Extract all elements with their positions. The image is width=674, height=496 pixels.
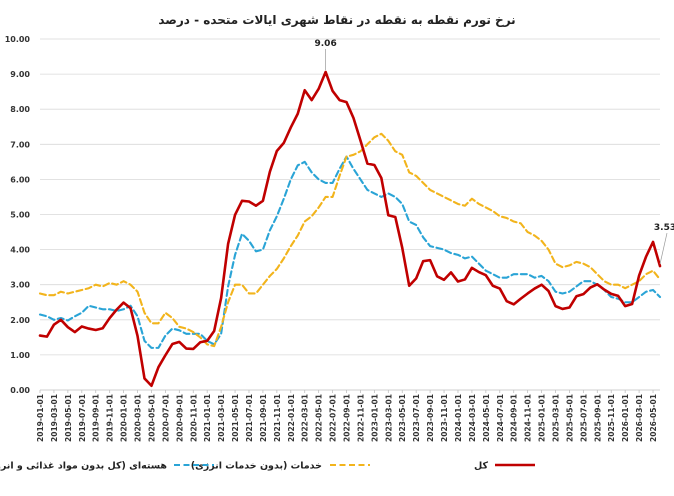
x-tick-label: 2025-03-01 [552,394,561,442]
x-tick-label: 2020-05-01 [147,394,156,442]
y-tick-label: 10.00 [5,35,31,44]
x-tick-label: 2020-11-01 [189,394,198,442]
x-tick-label: 2020-03-01 [134,394,143,442]
y-tick-label: 0.00 [10,386,30,395]
y-tick-label: 6.00 [10,175,30,184]
x-tick-label: 2021-03-01 [217,394,226,442]
x-tick-label: 2022-09-01 [343,394,352,442]
x-tick-label: 2024-03-01 [468,394,477,442]
y-tick-label: 4.00 [10,246,30,255]
x-tick-label: 2025-05-01 [565,394,574,442]
x-tick-label: 2019-05-01 [64,394,73,442]
x-tick-label: 2022-05-01 [315,394,324,442]
x-tick-label: 2025-09-01 [593,394,602,442]
x-tick-label: 2024-01-01 [454,394,463,442]
annotation-label: 9.06 [315,39,337,49]
x-tick-label: 2019-07-01 [78,394,87,442]
y-tick-label: 8.00 [10,105,30,114]
annotation-leader [659,233,668,265]
y-tick-label: 1.00 [10,351,30,360]
x-tick-label: 2024-11-01 [524,394,533,442]
x-tick-label: 2019-03-01 [50,394,59,442]
y-axis-ticks: 0.00 1.00 2.00 3.00 4.00 5.00 6.00 7.00 8.00 9.00… [5,35,31,395]
x-tick-label: 2024-05-01 [482,394,491,442]
grid-lines [40,38,660,391]
y-tick-label: 5.00 [10,211,30,220]
series-lines [38,70,662,388]
y-tick-label: 2.00 [10,316,30,325]
x-tick-label: 2023-03-01 [384,394,393,442]
legend-label: کل [474,461,488,472]
x-tick-label: 2019-09-01 [92,394,101,442]
data-annotations: 9.06 3.53 [315,39,674,265]
x-tick-label: 2022-01-01 [287,394,296,442]
legend-label: هسته‌ای (کل بدون مواد غذائی و انرژی) [0,461,167,472]
x-tick-label: 2023-01-01 [370,394,379,442]
x-tick-label: 2021-05-01 [231,394,240,442]
x-tick-label: 2021-07-01 [245,394,254,442]
x-tick-label: 2025-11-01 [607,394,616,442]
chart-title: نرخ تورم نقطه به نقطه در نقاط شهری ایالا… [158,13,515,28]
y-tick-label: 3.00 [10,281,30,290]
x-tick-label: 2019-01-01 [36,394,45,442]
x-tick-label: 2019-11-01 [106,394,115,442]
x-tick-label: 2022-03-01 [301,394,310,442]
x-tick-label: 2020-09-01 [175,394,184,442]
x-tick-label: 2023-07-01 [412,394,421,442]
y-tick-label: 7.00 [10,140,30,149]
x-tick-label: 2025-01-01 [538,394,547,442]
series-line-2 [38,132,662,348]
legend: کل خدمات (بدون خدمات انرژی) هسته‌ای (کل بد… [0,461,535,472]
x-tick-label: 2023-11-01 [440,394,449,442]
x-tick-label: 2026-03-01 [635,394,644,442]
x-tick-label: 2024-07-01 [496,394,505,442]
x-tick-label: 2020-01-01 [120,394,129,442]
x-tick-label: 2026-01-01 [621,394,630,442]
y-tick-label: 9.00 [10,70,30,79]
series-line-0 [38,70,662,388]
x-tick-label: 2022-11-01 [356,394,365,442]
annotation-label: 3.53 [654,223,674,233]
legend-label: خدمات (بدون خدمات انرژی) [191,461,322,472]
x-axis-ticks: 2019-01-01 2019-03-01 2019-05-01 2019-07-01… [36,390,658,442]
x-tick-label: 2024-09-01 [510,394,519,442]
x-tick-label: 2021-11-01 [273,394,282,442]
x-tick-label: 2021-09-01 [259,394,268,442]
x-tick-label: 2020-07-01 [161,394,170,442]
x-tick-label: 2025-07-01 [579,394,588,442]
x-tick-label: 2022-07-01 [329,394,338,442]
x-tick-label: 2023-09-01 [426,394,435,442]
series-line-1 [38,155,662,349]
x-tick-label: 2023-05-01 [398,394,407,442]
x-tick-label: 2026-05-01 [649,394,658,442]
x-tick-label: 2021-01-01 [203,394,212,442]
